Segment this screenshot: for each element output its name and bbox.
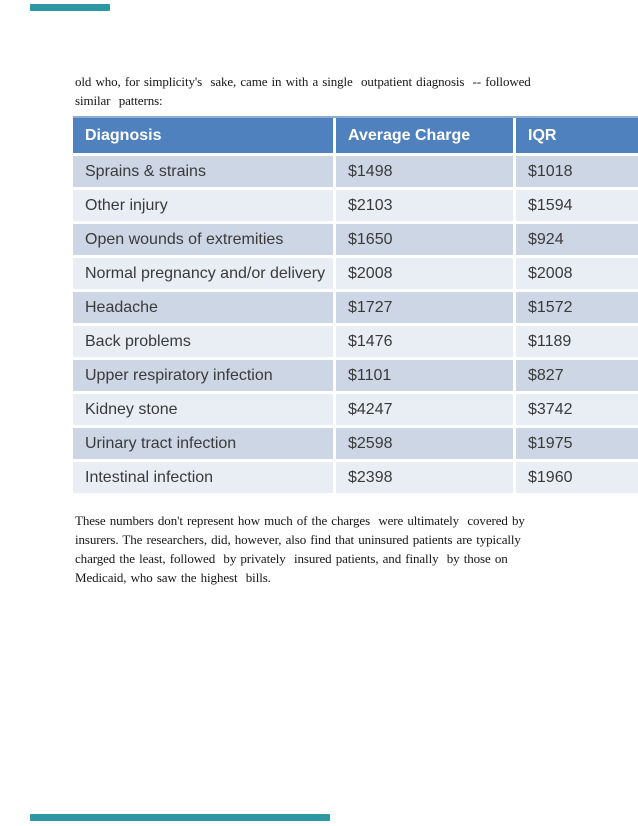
iqr-cell: $1572 (516, 292, 638, 323)
diagnosis-cell: Kidney stone (73, 394, 333, 425)
paragraph-line: charged the least, followed by privately… (75, 551, 508, 566)
diagnosis-cell: Sprains & strains (73, 156, 333, 187)
iqr-cell: $1975 (516, 428, 638, 459)
iqr-cell: $1018 (516, 156, 638, 187)
closing-paragraph: These numbers don't represent how much o… (75, 511, 525, 587)
average-charge-cell: $2398 (336, 462, 513, 493)
table-row: Kidney stone $4247 $3742 (73, 394, 638, 425)
table-row: Sprains & strains $1498 $1018 (73, 156, 638, 187)
top-accent-bar (30, 4, 110, 11)
paragraph-line: These numbers don't represent how much o… (75, 513, 525, 528)
header-iqr: IQR (516, 118, 638, 153)
table-row: Back problems $1476 $1189 (73, 326, 638, 357)
table-row: Normal pregnancy and/or delivery $2008 $… (73, 258, 638, 289)
iqr-cell: $827 (516, 360, 638, 391)
paragraph-line: insurers. The researchers, did, however,… (75, 532, 521, 547)
diagnosis-cell: Other injury (73, 190, 333, 221)
table-row: Headache $1727 $1572 (73, 292, 638, 323)
diagnosis-cell: Urinary tract infection (73, 428, 333, 459)
table-body: Sprains & strains $1498 $1018 Other inju… (73, 156, 638, 493)
table-row: Urinary tract infection $2598 $1975 (73, 428, 638, 459)
average-charge-cell: $1727 (336, 292, 513, 323)
iqr-cell: $1594 (516, 190, 638, 221)
average-charge-cell: $4247 (336, 394, 513, 425)
bottom-accent-bar (30, 814, 330, 821)
intro-paragraph: old who, for simplicity's sake, came in … (75, 72, 531, 110)
average-charge-cell: $1101 (336, 360, 513, 391)
diagnosis-cell: Back problems (73, 326, 333, 357)
diagnosis-cell: Normal pregnancy and/or delivery (73, 258, 333, 289)
average-charge-cell: $2103 (336, 190, 513, 221)
average-charge-cell: $1650 (336, 224, 513, 255)
diagnosis-cell: Open wounds of extremities (73, 224, 333, 255)
diagnosis-cell: Headache (73, 292, 333, 323)
iqr-cell: $924 (516, 224, 638, 255)
average-charge-cell: $2008 (336, 258, 513, 289)
paragraph-line: Medicaid, who saw the highest bills. (75, 570, 271, 585)
iqr-cell: $1960 (516, 462, 638, 493)
iqr-cell: $1189 (516, 326, 638, 357)
diagnosis-cell: Upper respiratory infection (73, 360, 333, 391)
table-row: Other injury $2103 $1594 (73, 190, 638, 221)
header-diagnosis: Diagnosis (73, 118, 333, 153)
average-charge-cell: $1476 (336, 326, 513, 357)
iqr-cell: $2008 (516, 258, 638, 289)
table-row: Upper respiratory infection $1101 $827 (73, 360, 638, 391)
iqr-cell: $3742 (516, 394, 638, 425)
diagnosis-cell: Intestinal infection (73, 462, 333, 493)
header-average-charge: Average Charge (336, 118, 513, 153)
table-row: Intestinal infection $2398 $1960 (73, 462, 638, 493)
average-charge-cell: $1498 (336, 156, 513, 187)
charges-table: Diagnosis Average Charge IQR Sprains & s… (73, 116, 638, 496)
average-charge-cell: $2598 (336, 428, 513, 459)
table-row: Open wounds of extremities $1650 $924 (73, 224, 638, 255)
table-header-row: Diagnosis Average Charge IQR (73, 116, 638, 153)
paragraph-line: similar patterns: (75, 93, 163, 108)
paragraph-line: old who, for simplicity's sake, came in … (75, 74, 531, 89)
